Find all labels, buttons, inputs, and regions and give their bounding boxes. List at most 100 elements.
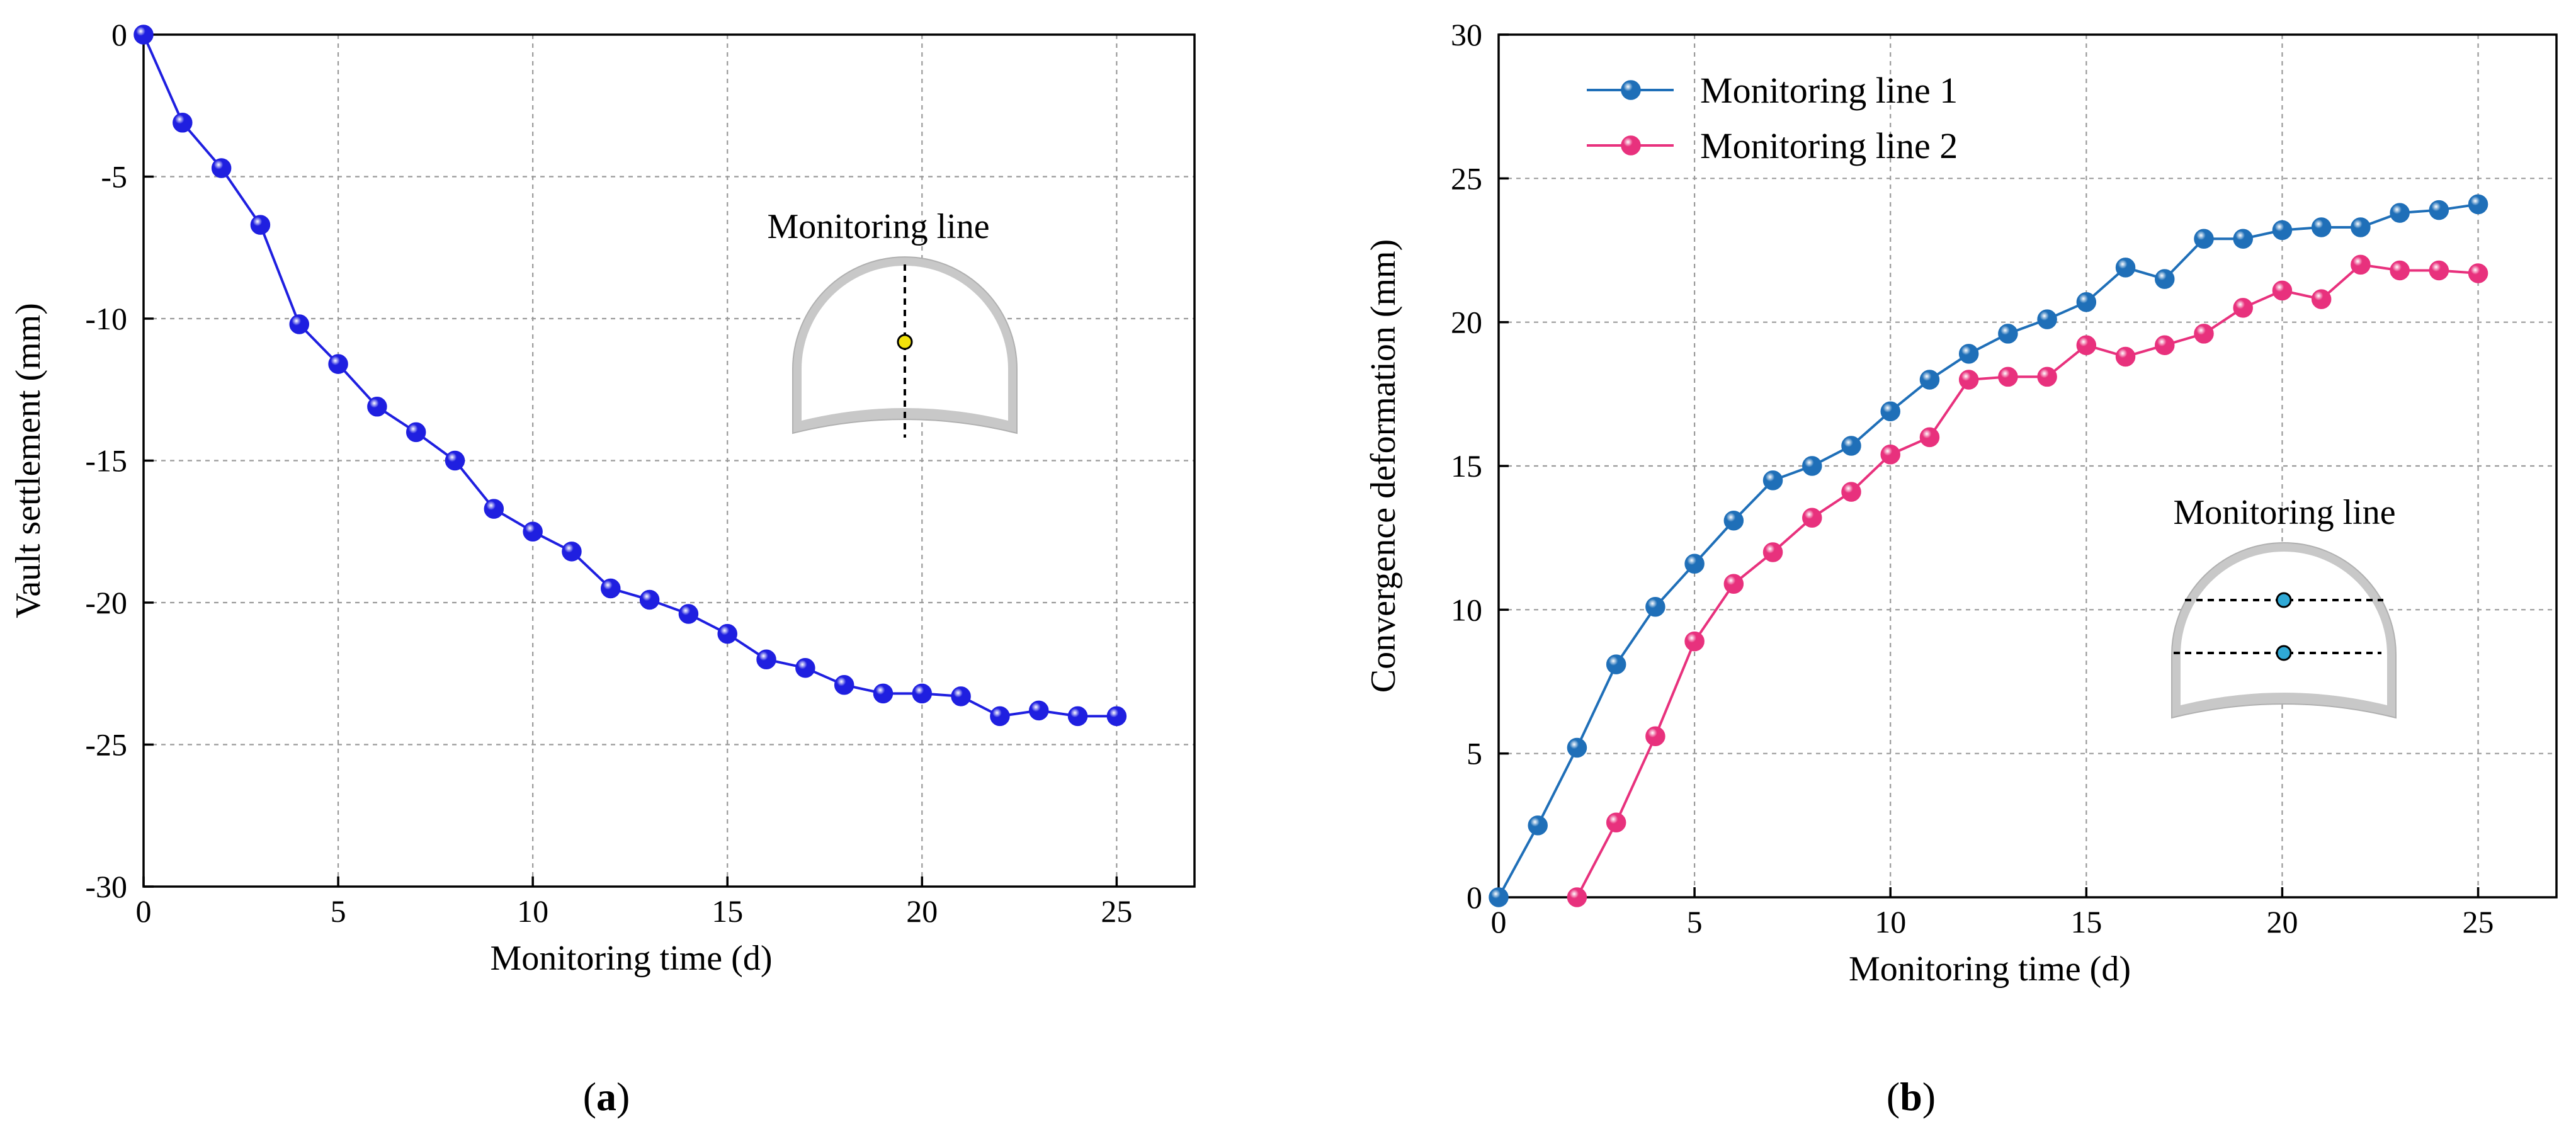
- panel-a-data-point: [445, 450, 465, 471]
- legend-label: Monitoring line 2: [1700, 125, 1958, 166]
- panel-a-data-point: [250, 215, 271, 235]
- panel-a-data-point: [406, 422, 426, 443]
- panel-b-data-point: [1489, 887, 1509, 907]
- panel-a-data-point: [951, 686, 971, 706]
- panel-b-data-point: [1684, 631, 1705, 652]
- panel-a-y-tick-label: -15: [85, 443, 127, 479]
- panel-b-data-point: [2351, 254, 2371, 275]
- panel-b-y-tick-label: 30: [1451, 17, 1482, 52]
- panel-a-caption: (a): [583, 1074, 630, 1119]
- panel-b-y-axis-label: Convergence deformation (mm): [1364, 239, 1403, 693]
- panel-b-data-point: [1645, 726, 1665, 747]
- panel-b-data-point: [2233, 229, 2253, 249]
- panel-b-x-tick-label: 15: [2070, 904, 2102, 939]
- panel-b-data-point: [2272, 280, 2293, 301]
- panel-a-data-point: [717, 623, 737, 644]
- panel-b-data-point: [2468, 194, 2488, 215]
- panel-a-data-point: [289, 314, 310, 334]
- panel-a-x-tick-label: 5: [331, 894, 346, 929]
- panel-b-data-point: [2311, 217, 2332, 237]
- panel-b-series-1: [1489, 194, 2488, 907]
- panel-b-data-point: [2272, 220, 2293, 241]
- panel-b-x-tick-label: 25: [2463, 904, 2494, 939]
- panel-b-data-point: [2115, 258, 2136, 278]
- panel-a-x-tick-label: 25: [1101, 894, 1132, 929]
- panel-b-data-point: [1998, 366, 2018, 387]
- panel-b-x-tick-label: 10: [1875, 904, 1906, 939]
- panel-b-data-point: [1802, 456, 1822, 476]
- panel-b-x-tick-label: 20: [2266, 904, 2298, 939]
- panel-a-y-tick-label: -30: [85, 869, 127, 904]
- panel-b-series-2: [1567, 254, 2488, 907]
- panel-a-x-tick-label: 10: [517, 894, 548, 929]
- panel-a-y-tick-label: -10: [85, 301, 127, 336]
- panel-a-caption-letter: a: [596, 1074, 616, 1119]
- panel-a-data-point: [173, 113, 193, 133]
- panel-a-monitoring-point: [897, 334, 913, 350]
- panel-b-data-point: [2429, 200, 2449, 220]
- panel-a-data-point: [873, 683, 894, 704]
- panel-b-data-point: [1958, 370, 1979, 390]
- panel-b-data-point: [1762, 542, 1783, 562]
- panel-a-data-point: [639, 589, 660, 610]
- panel-b-data-point: [1919, 427, 1940, 448]
- panel-b-data-point: [2311, 289, 2332, 309]
- panel-b-inset-title: Monitoring line: [2173, 493, 2395, 532]
- panel-a-x-tick-label: 20: [906, 894, 938, 929]
- panel-b-data-point: [1723, 511, 1744, 531]
- panel-b-y-tick-label: 25: [1451, 161, 1482, 196]
- panel-a-y-axis-label: Vault settlement (mm): [9, 303, 48, 618]
- panel-b-data-point: [2390, 203, 2410, 223]
- panel-a-data-point: [990, 706, 1010, 727]
- panel-a-y-tick-label: -25: [85, 727, 127, 763]
- panel-a-data-point: [756, 649, 776, 669]
- panel-b-data-point: [1567, 737, 1587, 758]
- panel-b-legend: Monitoring line 1 Monitoring line 2: [1587, 70, 1958, 166]
- panel-b-data-point: [1880, 444, 1900, 465]
- panel-b-data-point: [1841, 436, 1861, 456]
- panel-b-data-point: [1802, 508, 1822, 528]
- panel-a-data-point: [133, 25, 154, 45]
- panel-a-data-point: [328, 354, 348, 374]
- panel-b-data-point: [1841, 482, 1861, 502]
- panel-b-data-point: [2194, 229, 2214, 249]
- panel-a-y-tick-label: 0: [111, 17, 127, 52]
- panel-a-data-point: [834, 675, 854, 695]
- panel-a-y-tick-label: -20: [85, 585, 127, 620]
- panel-b-monitoring-point-2: [2276, 645, 2292, 661]
- panel-b-y-tick-label: 5: [1467, 736, 1482, 771]
- panel-b-data-point: [1762, 470, 1783, 491]
- panel-b-data-point: [1919, 370, 1940, 390]
- panel-b-data-point: [1645, 597, 1665, 617]
- panel-b-x-axis-label: Monitoring time (d): [1849, 950, 2131, 989]
- panel-a-data-point: [367, 397, 387, 417]
- panel-b-data-point: [2155, 335, 2175, 355]
- panel-a-chart: 0 5 10 15 20 25 0 -5 -10 -15 -20 -25 -30 Monitoring t…: [9, 17, 1196, 978]
- panel-b-data-point: [2233, 298, 2253, 318]
- panel-b-tunnel-icon: [2171, 542, 2397, 719]
- panel-b-data-point: [2037, 309, 2057, 329]
- panel-b-data-point: [2076, 335, 2097, 355]
- panel-b-monitoring-point-1: [2276, 592, 2292, 608]
- panel-a-data-point: [912, 683, 933, 704]
- panel-b-x-tick-label: 0: [1491, 904, 1507, 939]
- panel-b-data-point: [2351, 217, 2371, 237]
- panel-a-x-tick-label: 0: [136, 894, 152, 929]
- panel-a-inset-title: Monitoring line: [767, 207, 989, 246]
- panel-a-data-point: [678, 604, 699, 624]
- panel-a-x-axis-label: Monitoring time (d): [491, 939, 773, 978]
- panel-b-caption-letter: b: [1900, 1074, 1922, 1119]
- panel-b-inset: Monitoring line: [2171, 493, 2397, 719]
- panel-b-y-tick-label: 10: [1451, 592, 1482, 627]
- legend-label: Monitoring line 1: [1700, 70, 1958, 111]
- panel-b-data-point: [2155, 269, 2175, 289]
- panel-a-series-1: [133, 25, 1127, 727]
- panel-b-data-point: [2194, 324, 2214, 344]
- panel-b-caption: (b): [1887, 1074, 1936, 1119]
- panel-b-data-point: [1684, 553, 1705, 574]
- panel-b-data-point: [1606, 654, 1626, 674]
- panel-a-data-point: [211, 158, 232, 178]
- panel-a-inset: Monitoring line: [767, 207, 1018, 438]
- panel-a-data-point: [1028, 700, 1049, 721]
